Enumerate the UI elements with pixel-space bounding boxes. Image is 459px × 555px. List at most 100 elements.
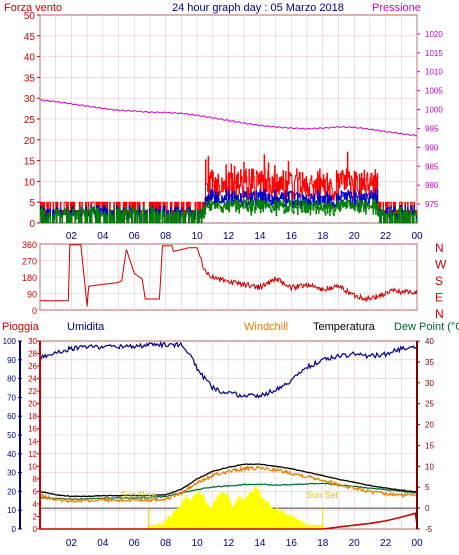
temperature-tick-label: 5 [425,483,430,492]
hour-tick-label: 00 [411,538,423,549]
compass-label: S [435,274,443,288]
humidity-tick-label: 70 [7,393,16,402]
wind-speed-tick-label: 50 [24,11,36,22]
humidity-tick-label: 60 [7,412,16,421]
wind-low-series [40,199,418,224]
wind-direction-series [40,244,418,307]
wind-speed-tick-label: 45 [24,32,36,43]
humidity-tick-label: 30 [7,469,16,478]
wind-speed-tick-label: 15 [24,157,36,168]
pressure-tick-label: 990 [425,143,439,152]
hour-tick-label: 16 [286,231,298,242]
wind-speed-tick-label: 35 [24,73,36,84]
solar-radiation-area [147,486,324,529]
rain-tick-label: 22 [28,387,37,396]
humidity-temp-series [39,340,418,530]
humidity-tick-label: 0 [12,525,17,534]
hour-tick-label: 20 [349,231,361,242]
wind-speed-tick-label: 40 [24,53,36,64]
hour-tick-label: 10 [192,538,204,549]
humidity-tick-label: 100 [3,337,17,346]
legend-windchill: Windchill [244,321,288,333]
pressure-tick-label: 975 [425,200,439,209]
rain-tick-label: 4 [33,500,38,509]
temperature-tick-label: 40 [425,337,434,346]
wind-speed-tick-label: 0 [29,219,35,230]
hour-tick-label: 04 [97,231,109,242]
hour-tick-label: 06 [129,538,141,549]
wind-x-axis: 02 04 06 08 10 12 14 16 18 20 22 00 [66,231,423,242]
windchill-series [39,464,418,504]
temperature-tick-label: 30 [425,379,434,388]
wind-direction-series [40,244,418,307]
hour-tick-label: 02 [66,231,78,242]
wind-speed-tick-label: 20 [24,136,36,147]
rain-tick-label: 6 [33,487,38,496]
hour-tick-label: 18 [317,231,329,242]
legend-rain: Pioggia [2,321,40,333]
humidity-tick-label: 20 [7,487,16,496]
temperature-tick-label: 25 [425,400,434,409]
sunrise-label: Sun Rise [120,490,157,500]
pressure-tick-label: 1010 [425,68,443,77]
direction-degree-label: 0 [32,306,37,316]
wind-speed-axis: 0 5 10 15 20 25 30 35 40 45 50 [24,11,40,230]
legend-humidity: Umidita [67,321,105,333]
pressure-axis: 975 980 985 990 995 1000 1005 1010 1015 1020 [417,30,443,209]
rain-tick-label: 26 [28,362,37,371]
humidity-tick-label: 90 [7,356,16,365]
rain-tick-label: 8 [33,475,38,484]
hour-tick-label: 06 [129,231,141,242]
hour-tick-label: 22 [380,538,392,549]
wind-speed-tick-label: 30 [24,94,36,105]
hour-tick-label: 20 [349,538,361,549]
graph-title: 24 hour graph day : 05 Marzo 2018 [172,2,344,14]
rain-tick-label: 10 [28,462,37,471]
direction-degree-label: 360 [22,240,37,250]
pressure-tick-label: 985 [425,162,439,171]
rain-tick-label: 18 [28,412,37,421]
wind-speed-tick-label: 10 [24,177,36,188]
temperature-tick-label: 10 [425,462,434,471]
humidity-tick-label: 80 [7,375,16,384]
temperature-tick-label: 20 [425,421,434,430]
hour-tick-label: 12 [223,231,235,242]
temperature-tick-label: -5 [425,525,433,534]
solar-radiation-area [148,486,323,529]
sunset-label: Sun Set [306,490,339,500]
wind-speed-tick-label: 25 [24,115,36,126]
wind-title: Forza vento [4,2,62,14]
rain-cumulative-series [40,512,418,530]
hour-tick-label: 08 [160,231,172,242]
hour-tick-label: 02 [66,538,78,549]
compass-label: E [435,291,443,305]
humidity-tick-label: 50 [7,431,16,440]
rain-tick-label: 2 [33,512,38,521]
hour-tick-label: 12 [223,538,235,549]
pressure-series [39,99,417,137]
pressure-tick-label: 1015 [425,49,443,58]
wind-speed-tick-label: 5 [29,198,35,209]
temperature-tick-label: 0 [425,504,430,513]
humidity-tick-label: 40 [7,450,16,459]
pressure-tick-label: 1020 [425,30,443,39]
rain-tick-label: 12 [28,450,37,459]
direction-degree-label: 180 [22,273,37,283]
hour-tick-label: 22 [380,231,392,242]
direction-degree-label: 90 [27,290,37,300]
rain-tick-label: 16 [28,425,37,434]
direction-degree-label: 270 [22,257,37,267]
humidity-temp-axes: 0 10 20 30 40 50 60 70 80 90 100 0 2 4 6 8 10 12 14 16 18 20 2… [3,337,435,534]
compass-label: N [435,307,444,321]
rain-tick-label: 20 [28,400,37,409]
pressure-tick-label: 1005 [425,87,443,96]
hour-tick-label: 16 [286,538,298,549]
hour-tick-label: 04 [97,538,109,549]
pressure-title: Pressione [372,2,421,14]
hour-tick-label: 00 [411,231,423,242]
rain-tick-label: 30 [28,337,37,346]
pressure-tick-label: 995 [425,124,439,133]
rain-tick-label: 14 [28,437,37,446]
